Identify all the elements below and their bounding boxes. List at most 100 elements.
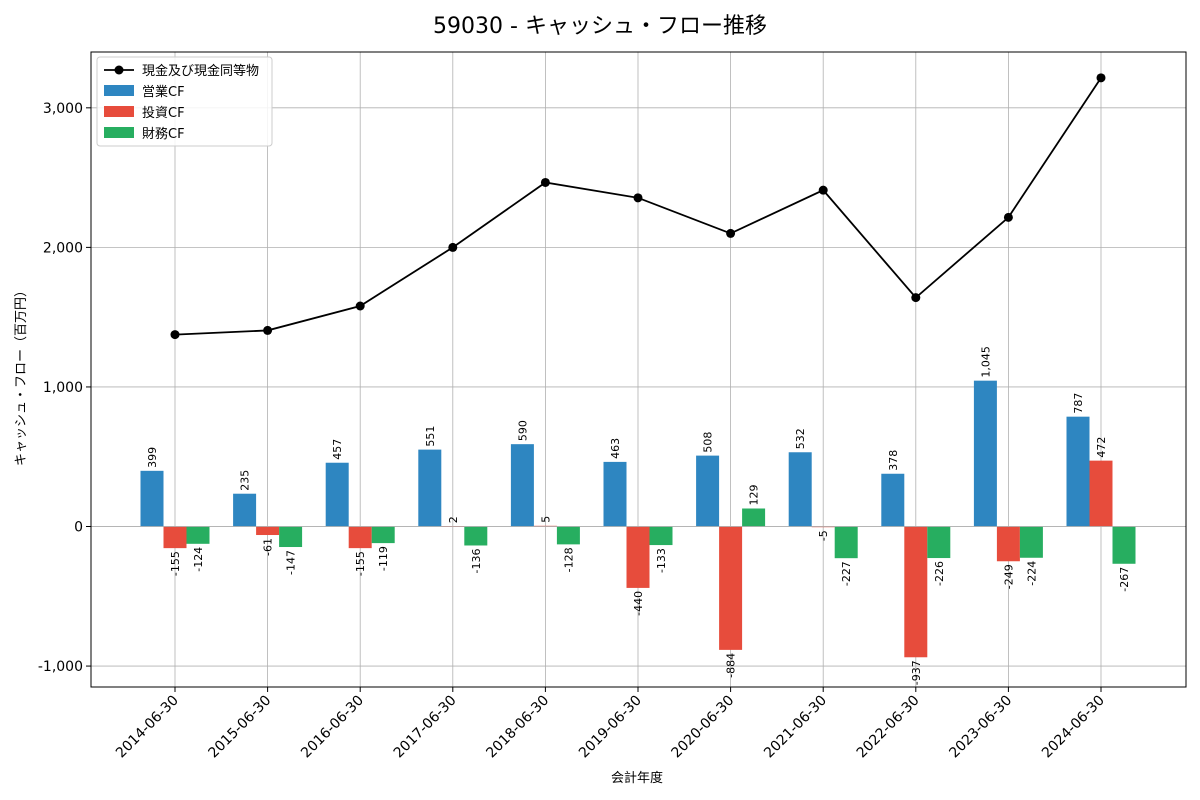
data-label: -937 [910, 660, 923, 685]
data-label: -884 [725, 653, 738, 678]
x-tick-label: 2016-06-30 [298, 693, 367, 762]
legend-swatch [104, 106, 134, 117]
bar-財務CF [1112, 526, 1136, 564]
legend-line-dot [114, 65, 124, 75]
cash-line-point [818, 185, 828, 195]
x-tick-label: 2017-06-30 [391, 693, 460, 762]
bar-投資CF [719, 526, 743, 650]
data-label: -267 [1118, 567, 1131, 592]
data-label: 235 [239, 470, 252, 491]
bar-財務CF [556, 526, 580, 545]
x-tick-label: 2015-06-30 [206, 693, 275, 762]
data-label: 472 [1095, 437, 1108, 458]
data-label: 508 [702, 432, 715, 453]
bar-財務CF [927, 526, 951, 559]
bar-投資CF [626, 526, 650, 588]
data-label: 590 [516, 420, 529, 441]
cash-line-point [633, 193, 643, 203]
bar-投資CF [1089, 460, 1113, 527]
data-label: 1,045 [979, 346, 992, 378]
data-label: 5 [539, 516, 552, 523]
chart-title: 59030 - キャッシュ・フロー推移 [433, 14, 767, 39]
data-label: 463 [609, 438, 622, 459]
data-label: -226 [933, 561, 946, 586]
cash-line-point [726, 228, 736, 238]
data-label: -227 [840, 561, 853, 586]
x-tick-label: 2014-06-30 [113, 693, 182, 762]
bar-営業CF [881, 473, 905, 527]
data-label: 378 [887, 450, 900, 471]
y-tick-label: 2,000 [43, 240, 83, 256]
cash-line-point [263, 325, 273, 335]
cash-line-point [448, 242, 458, 252]
bar-営業CF [510, 444, 534, 527]
y-tick-label: 0 [74, 520, 83, 536]
data-label: 2 [447, 516, 460, 523]
cash-line-point [540, 177, 550, 187]
legend-label: 営業CF [142, 84, 185, 100]
bar-営業CF [140, 470, 164, 527]
data-label: 129 [748, 485, 761, 506]
bar-投資CF [256, 526, 280, 536]
x-tick-label: 2024-06-30 [1039, 693, 1108, 762]
legend-label-cash: 現金及び現金同等物 [142, 63, 259, 79]
x-tick-label: 2023-06-30 [946, 693, 1015, 762]
bar-財務CF [649, 526, 673, 546]
data-label: -249 [1002, 564, 1015, 589]
y-axis-label: キャッシュ・フロー（百万円） [14, 284, 29, 466]
x-tick-label: 2021-06-30 [761, 693, 830, 762]
legend-box [96, 56, 273, 147]
x-tick-label: 2019-06-30 [576, 693, 645, 762]
y-axis: -1,000 0 1,000 2,000 3,000 [38, 101, 91, 675]
bar-財務CF [464, 526, 488, 546]
x-tick-label: 2022-06-30 [854, 693, 923, 762]
bar-営業CF [325, 462, 349, 527]
y-tick-label: -1,000 [38, 659, 83, 675]
data-label: 787 [1072, 393, 1085, 414]
bar-営業CF [603, 461, 627, 527]
bar-財務CF [279, 526, 303, 548]
bar-営業CF [418, 449, 442, 527]
data-label: -147 [285, 550, 298, 575]
bar-営業CF [696, 455, 720, 527]
bar-財務CF [371, 526, 395, 544]
bar-投資CF [996, 526, 1020, 562]
bar-投資CF [348, 526, 372, 549]
legend-swatch [104, 127, 134, 138]
bar-財務CF [834, 526, 858, 559]
data-label: -133 [655, 548, 668, 573]
data-label: 399 [146, 447, 159, 468]
bar-投資CF [163, 526, 187, 549]
bar-財務CF [186, 526, 210, 544]
data-label: -128 [562, 547, 575, 572]
bar-営業CF [788, 452, 812, 527]
data-label: -136 [470, 548, 483, 573]
cash-line-point [911, 293, 921, 303]
x-axis: 2014-06-30 2015-06-30 2016-06-30 2017-06-30… [113, 687, 1108, 761]
data-label: -155 [169, 551, 182, 576]
bar-財務CF [1019, 526, 1043, 558]
legend-swatch [104, 85, 134, 96]
cash-line-point [1096, 73, 1106, 83]
y-tick-label: 3,000 [43, 101, 83, 117]
data-label: -119 [377, 546, 390, 571]
data-label: -440 [632, 591, 645, 616]
cash-line-point [355, 301, 365, 311]
data-label: -5 [817, 530, 830, 541]
data-label: 551 [424, 426, 437, 447]
legend-label: 投資CF [142, 105, 185, 121]
data-label: 457 [331, 439, 344, 460]
bar-投資CF [904, 526, 928, 658]
data-label: -155 [354, 551, 367, 576]
data-label: 532 [794, 428, 807, 449]
x-tick-label: 2018-06-30 [483, 693, 552, 762]
cash-line-point [1003, 212, 1013, 222]
x-axis-label: 会計年度 [611, 770, 663, 786]
cash-line [170, 73, 1106, 340]
y-tick-label: 1,000 [43, 380, 83, 396]
bar-営業CF [1066, 416, 1090, 527]
x-tick-label: 2020-06-30 [669, 693, 738, 762]
